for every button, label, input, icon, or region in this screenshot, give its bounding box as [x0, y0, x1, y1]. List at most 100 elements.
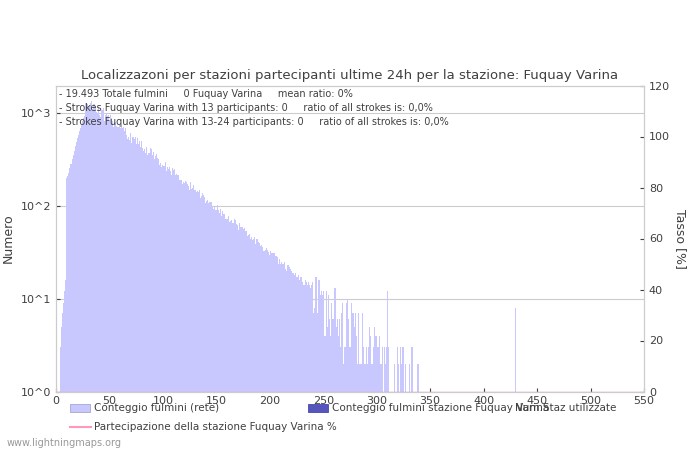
Bar: [623, 392, 624, 450]
Bar: [152, 155, 153, 450]
Bar: [286, 271, 288, 450]
Bar: [317, 313, 318, 450]
Bar: [480, 392, 481, 450]
Bar: [107, 116, 108, 450]
Bar: [392, 392, 393, 450]
Bar: [377, 347, 378, 450]
Bar: [266, 248, 267, 450]
Bar: [153, 152, 154, 450]
Bar: [300, 278, 302, 450]
Bar: [57, 392, 59, 450]
Bar: [231, 220, 232, 450]
Bar: [379, 336, 381, 450]
Y-axis label: Numero: Numero: [2, 214, 15, 263]
Bar: [384, 347, 385, 450]
Bar: [367, 364, 368, 450]
Bar: [542, 392, 543, 450]
Bar: [159, 166, 160, 450]
Bar: [460, 392, 461, 450]
Bar: [302, 283, 304, 450]
Bar: [79, 131, 80, 450]
Bar: [74, 151, 75, 450]
Bar: [419, 392, 420, 450]
Bar: [304, 280, 306, 450]
Bar: [76, 142, 77, 450]
Bar: [140, 147, 141, 450]
Bar: [91, 101, 92, 450]
Bar: [479, 392, 480, 450]
Bar: [225, 219, 227, 450]
Bar: [71, 159, 73, 450]
Bar: [508, 392, 509, 450]
Bar: [186, 182, 187, 450]
Bar: [343, 364, 344, 450]
Bar: [187, 184, 188, 450]
Bar: [268, 252, 270, 450]
Text: Num.Staz utilizzate: Num.Staz utilizzate: [514, 403, 616, 413]
Bar: [94, 104, 95, 450]
Bar: [235, 220, 236, 450]
Bar: [527, 392, 528, 450]
Bar: [323, 292, 324, 450]
Bar: [627, 392, 629, 450]
Bar: [111, 118, 112, 450]
Bar: [453, 392, 454, 450]
Bar: [620, 392, 621, 450]
Bar: [114, 125, 116, 450]
Bar: [245, 231, 246, 450]
Bar: [292, 273, 293, 450]
Bar: [144, 149, 146, 450]
Bar: [475, 392, 477, 450]
Bar: [458, 392, 460, 450]
Bar: [389, 392, 390, 450]
Bar: [331, 303, 332, 450]
Bar: [155, 156, 156, 450]
Bar: [325, 336, 326, 450]
Bar: [631, 392, 633, 450]
Bar: [199, 198, 201, 450]
Bar: [531, 392, 532, 450]
Bar: [487, 392, 489, 450]
Bar: [621, 392, 622, 450]
Bar: [87, 104, 88, 450]
Bar: [108, 116, 109, 450]
Bar: [284, 262, 286, 450]
Bar: [633, 392, 634, 450]
Bar: [522, 392, 523, 450]
Bar: [382, 347, 383, 450]
Bar: [214, 207, 215, 450]
Bar: [228, 216, 229, 450]
Bar: [189, 189, 190, 450]
Bar: [181, 184, 183, 450]
Bar: [469, 392, 470, 450]
Bar: [93, 104, 94, 450]
Bar: [251, 237, 252, 450]
Bar: [216, 210, 217, 450]
Bar: [374, 327, 375, 450]
Bar: [164, 162, 166, 450]
Bar: [558, 392, 559, 450]
Bar: [233, 223, 234, 450]
Bar: [170, 171, 171, 450]
Bar: [262, 247, 263, 450]
Bar: [383, 392, 384, 450]
Bar: [279, 259, 280, 450]
Bar: [533, 392, 534, 450]
Bar: [616, 392, 617, 450]
Bar: [341, 313, 342, 450]
Bar: [578, 392, 580, 450]
Bar: [316, 278, 317, 450]
Bar: [315, 278, 316, 450]
Bar: [564, 392, 566, 450]
Bar: [396, 347, 398, 450]
Bar: [381, 364, 382, 450]
Bar: [634, 392, 635, 450]
Bar: [386, 347, 387, 450]
Text: Conteggio fulmini (rete): Conteggio fulmini (rete): [94, 403, 220, 413]
Bar: [478, 392, 479, 450]
Bar: [401, 364, 402, 450]
Bar: [447, 392, 448, 450]
Bar: [368, 347, 369, 450]
Bar: [139, 141, 140, 450]
Bar: [312, 283, 313, 450]
